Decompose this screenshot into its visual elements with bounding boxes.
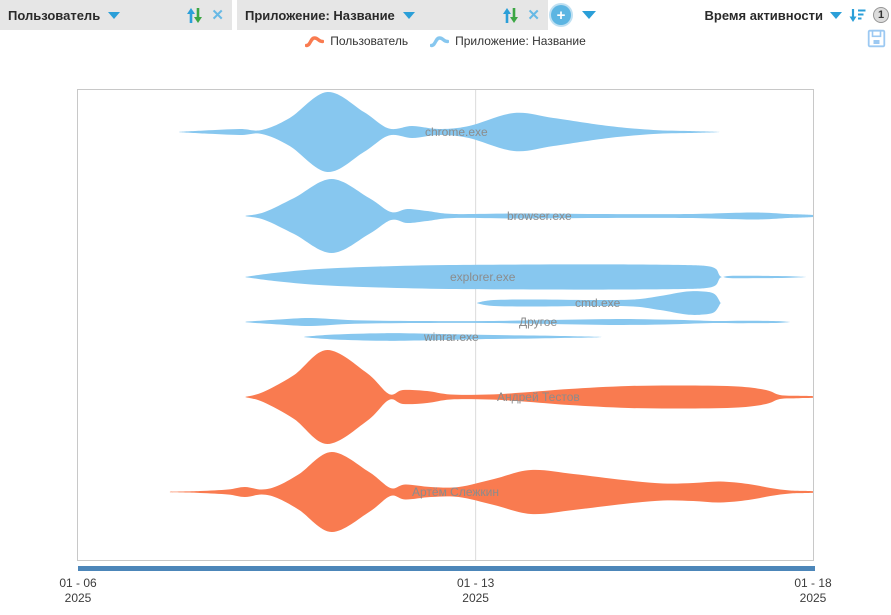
legend-label: Приложение: Название <box>455 34 586 48</box>
violin-chart: chrome.exe browser.exe explorer.exe cmd.exe… <box>77 89 814 561</box>
chevron-down-icon[interactable] <box>108 11 121 19</box>
series-label: browser.exe <box>507 209 572 223</box>
sort-up-down-icon[interactable] <box>186 7 203 24</box>
series-label: winrar.exe <box>423 330 479 344</box>
measure-count-badge[interactable]: 1 <box>873 7 889 23</box>
x-tick-label: 01 - 18 2025 <box>794 576 832 605</box>
save-floppy-icon[interactable] <box>867 29 886 48</box>
series-label: explorer.exe <box>450 270 516 284</box>
series-wave-icon <box>430 35 450 47</box>
violin-cmd.exe[interactable] <box>477 291 722 315</box>
chevron-down-icon[interactable] <box>582 11 596 19</box>
violin-svg: chrome.exe browser.exe explorer.exe cmd.exe… <box>169 90 813 560</box>
x-tick-label: 01 - 06 2025 <box>59 576 97 605</box>
x-tick-label: 01 - 13 2025 <box>456 576 495 605</box>
measure-label[interactable]: Время активности <box>704 7 824 23</box>
violin-winrar.exe[interactable] <box>304 333 602 341</box>
series-label: Андрей Тестов <box>497 390 580 404</box>
series-wave-icon <box>305 35 325 47</box>
legend-item-user[interactable]: Пользователь <box>305 34 408 48</box>
series-label: Другое <box>519 315 557 329</box>
sort-descending-icon[interactable] <box>849 7 866 23</box>
dimension-label[interactable]: Пользователь <box>8 7 101 23</box>
series-label: cmd.exe <box>575 296 621 310</box>
dimension-selector-user[interactable]: Пользователь ✕ <box>0 0 232 30</box>
legend: Пользователь Приложение: Название <box>0 34 891 48</box>
chevron-down-icon[interactable] <box>402 11 415 19</box>
violin-browser.exe[interactable] <box>245 179 813 253</box>
violin-Артём Слежкин[interactable] <box>169 451 813 533</box>
legend-label: Пользователь <box>330 34 409 48</box>
series-label: Артём Слежкин <box>412 485 499 499</box>
save-button[interactable] <box>867 29 886 48</box>
close-icon[interactable]: ✕ <box>527 6 540 24</box>
series-label: chrome.exe <box>425 125 488 139</box>
violin-Другое[interactable] <box>245 317 790 327</box>
violin-explorer.exe[interactable] <box>245 264 806 290</box>
x-axis-scrollbar[interactable] <box>78 566 815 571</box>
sort-up-down-icon[interactable] <box>502 7 519 24</box>
violin-chrome.exe[interactable] <box>179 91 720 173</box>
dimension-selector-app[interactable]: Приложение: Название ✕ <box>237 0 548 30</box>
dimension-label[interactable]: Приложение: Название <box>245 7 395 23</box>
close-icon[interactable]: ✕ <box>211 6 224 24</box>
chevron-down-icon[interactable] <box>830 11 842 19</box>
add-dimension-button[interactable]: + <box>551 5 571 25</box>
measure-selector[interactable]: Время активности 1 <box>704 0 889 30</box>
legend-item-app[interactable]: Приложение: Название <box>430 34 586 48</box>
violin-Андрей Тестов[interactable] <box>245 349 813 445</box>
